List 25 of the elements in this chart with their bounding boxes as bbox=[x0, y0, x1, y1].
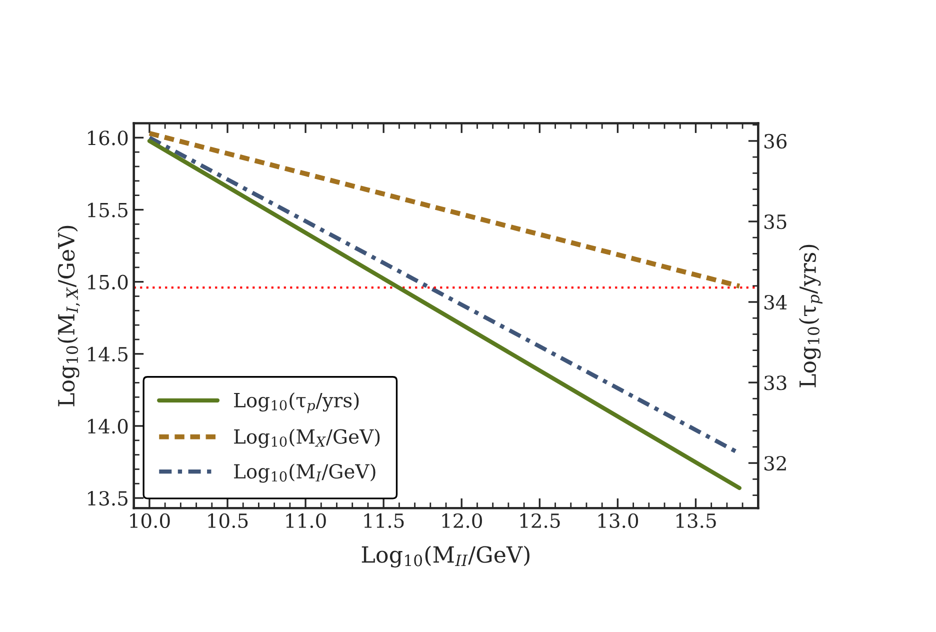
legend-label: Log$_{10}$(M$_{I}$/GeV) bbox=[234, 464, 376, 483]
y-axis-title: Log$_{10}$(M$_{I,X}$/GeV) bbox=[57, 226, 80, 406]
x-tick-label: 10.5 bbox=[208, 513, 248, 528]
x-tick-label: 13.5 bbox=[676, 513, 716, 528]
y-tick-label: 15.0 bbox=[88, 274, 128, 290]
y2-tick-label: 32 bbox=[764, 456, 786, 471]
y-tick-label: 15.5 bbox=[88, 202, 128, 218]
x-tick-label: 13.0 bbox=[598, 513, 638, 528]
legend-label: Log$_{10}$(M$_{X}$/GeV) bbox=[234, 428, 380, 448]
x-axis-title: Log$_{10}$(M$_{II}$/GeV) bbox=[362, 546, 530, 568]
y-tick-label: 16.0 bbox=[88, 130, 128, 146]
x-tick-label: 11.5 bbox=[364, 513, 404, 528]
x-tick-label: 12.0 bbox=[442, 513, 482, 528]
y2-axis-title: Log$_{10}$(τ$_{p}$/yrs) bbox=[798, 244, 822, 388]
x-tick-label: 12.5 bbox=[520, 513, 560, 528]
x-tick-label: 11.0 bbox=[286, 513, 326, 528]
y2-tick-label: 35 bbox=[764, 214, 786, 230]
y-tick-label: 13.5 bbox=[88, 490, 128, 506]
y-tick-label: 14.5 bbox=[88, 346, 128, 362]
y2-tick-label: 34 bbox=[764, 294, 787, 310]
y2-tick-label: 36 bbox=[764, 134, 787, 149]
x-tick-label: 10.0 bbox=[130, 513, 170, 528]
y-tick-label: 14.0 bbox=[88, 418, 128, 434]
y2-tick-label: 33 bbox=[764, 375, 786, 390]
legend-label: Log$_{10}$(τ$_{p}$/yrs) bbox=[234, 392, 359, 414]
